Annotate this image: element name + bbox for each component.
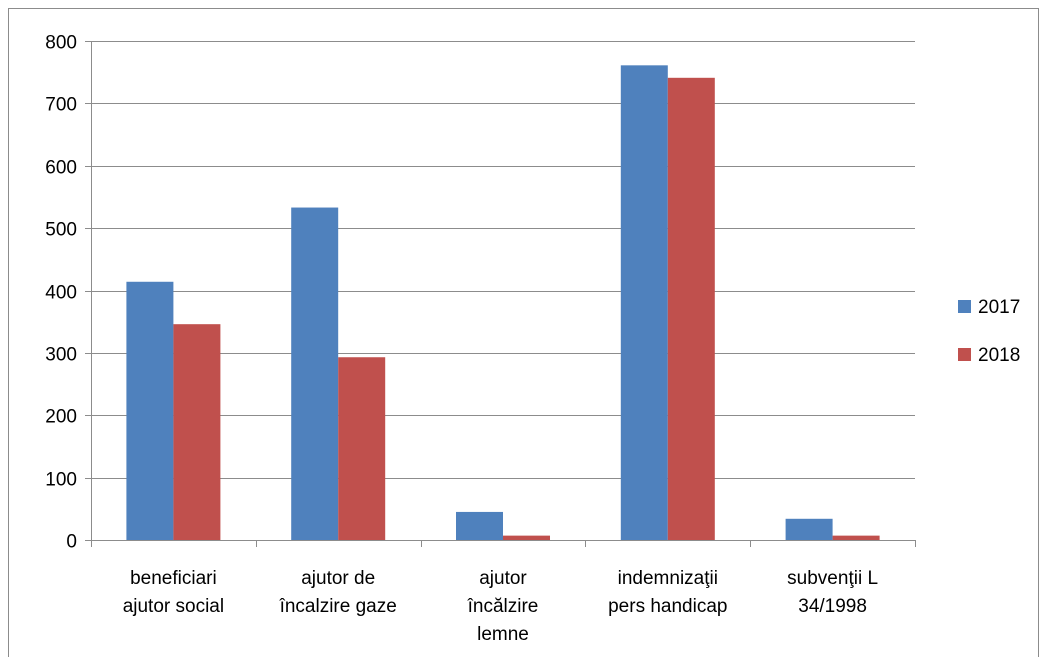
y-tick-label: 800 xyxy=(45,33,77,54)
y-tick-label: 0 xyxy=(66,532,77,553)
y-tick-label: 700 xyxy=(45,95,77,116)
legend-label-2017: 2017 xyxy=(978,297,1020,318)
x-category-label: beneficiari xyxy=(130,568,217,589)
y-tick-label: 600 xyxy=(45,158,77,179)
x-category-label: lemne xyxy=(477,624,529,645)
bars xyxy=(126,65,880,541)
y-tick-label: 200 xyxy=(45,407,77,428)
legend: 2017 2018 xyxy=(958,297,1020,366)
x-category-label: 34/1998 xyxy=(798,596,867,617)
bar-2018-3 xyxy=(667,77,715,541)
bar-2018-0 xyxy=(173,324,221,540)
x-category-label: încălzire xyxy=(467,596,539,617)
axes xyxy=(85,41,916,547)
x-category-label: pers handicap xyxy=(608,596,727,617)
bar-2017-0 xyxy=(126,281,174,540)
bar-2018-1 xyxy=(338,357,386,540)
y-tick-label: 500 xyxy=(45,220,77,241)
x-category-label: ajutor de xyxy=(301,568,375,589)
legend-swatch-2018 xyxy=(958,348,971,361)
x-category-label: încalzire gaze xyxy=(279,596,397,617)
y-tick-label: 300 xyxy=(45,345,77,366)
bar-2017-2 xyxy=(456,511,503,540)
legend-label-2018: 2018 xyxy=(978,345,1020,366)
bar-2017-3 xyxy=(620,65,668,541)
bar-2018-2 xyxy=(503,535,550,540)
x-category-label: indemnizaţii xyxy=(618,568,718,589)
y-tick-label: 400 xyxy=(45,283,77,304)
x-category-labels: beneficiari ajutor social ajutor de încalzi… xyxy=(123,568,878,645)
bar-2017-1 xyxy=(291,207,339,540)
x-category-label: ajutor social xyxy=(123,596,224,617)
bar-2017-4 xyxy=(785,518,833,540)
legend-swatch-2017 xyxy=(958,300,971,313)
bar-2018-4 xyxy=(832,535,880,540)
x-category-label: subvenţii L xyxy=(787,568,878,589)
y-tick-label: 100 xyxy=(45,470,77,491)
gridlines xyxy=(91,41,915,479)
y-tick-labels: 0 100 200 300 400 500 600 700 800 xyxy=(45,33,77,553)
x-category-label: ajutor xyxy=(479,568,527,589)
